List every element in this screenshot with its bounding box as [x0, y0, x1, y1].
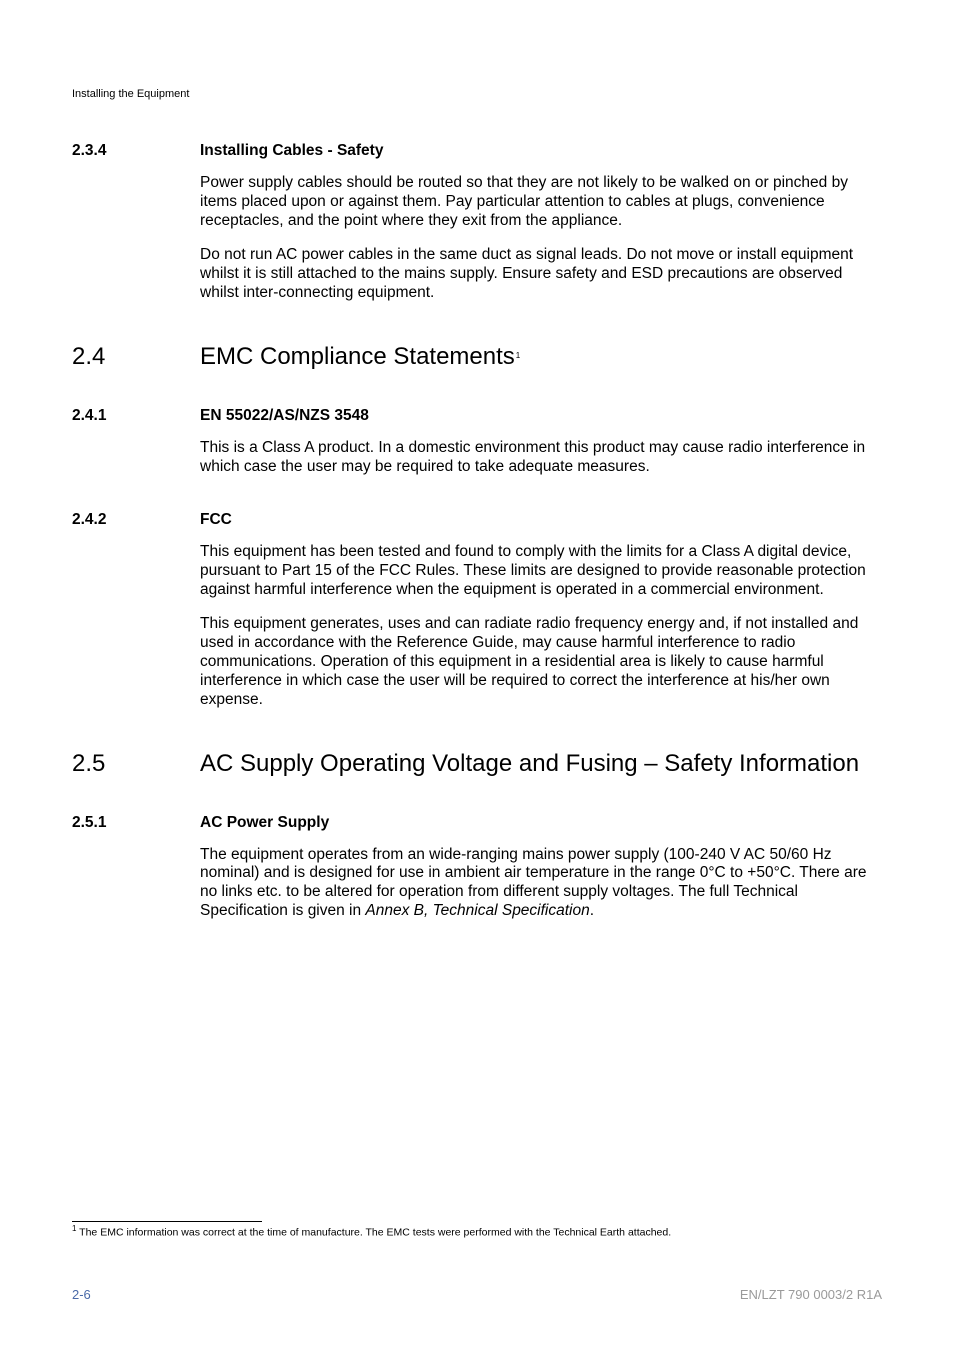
- paragraph: This is a Class A product. In a domestic…: [200, 439, 882, 477]
- heading-number: 2.4.1: [72, 407, 106, 424]
- page-container: Installing the Equipment 2.3.4 Installin…: [0, 0, 954, 1350]
- footnote-body: The EMC information was correct at the t…: [76, 1226, 671, 1238]
- paragraph: This equipment generates, uses and can r…: [200, 615, 882, 710]
- heading-title: EN 55022/AS/NZS 3548: [200, 407, 369, 424]
- heading-2-4-2: 2.4.2 FCC: [72, 511, 882, 529]
- paragraph: Power supply cables should be routed so …: [200, 174, 882, 231]
- heading-number: 2.3.4: [72, 142, 106, 159]
- running-header: Installing the Equipment: [72, 88, 882, 100]
- heading-number: 2.5: [72, 750, 105, 777]
- page-number: 2-6: [72, 1287, 91, 1302]
- heading-2-5-1: 2.5.1 AC Power Supply: [72, 814, 882, 832]
- heading-title: AC Power Supply: [200, 814, 329, 831]
- footnote-rule: [72, 1221, 262, 1222]
- paragraph: Do not run AC power cables in the same d…: [200, 246, 882, 303]
- heading-number: 2.4: [72, 343, 105, 370]
- heading-2-5: 2.5 AC Supply Operating Voltage and Fusi…: [72, 750, 882, 778]
- heading-title: Installing Cables - Safety: [200, 142, 383, 159]
- heading-title: AC Supply Operating Voltage and Fusing –…: [200, 750, 859, 777]
- paragraph-text: .: [590, 902, 594, 919]
- heading-title: EMC Compliance Statements: [200, 343, 515, 370]
- page-footer: 2-6 EN/LZT 790 0003/2 R1A: [72, 1287, 882, 1302]
- heading-title: FCC: [200, 511, 232, 528]
- footnote-text: 1 The EMC information was correct at the…: [72, 1224, 882, 1240]
- paragraph: This equipment has been tested and found…: [200, 543, 882, 600]
- document-id: EN/LZT 790 0003/2 R1A: [740, 1287, 882, 1302]
- footnote-reference: 1: [516, 351, 520, 360]
- heading-2-3-4: 2.3.4 Installing Cables - Safety: [72, 142, 882, 160]
- heading-2-4-1: 2.4.1 EN 55022/AS/NZS 3548: [72, 407, 882, 425]
- heading-number: 2.4.2: [72, 511, 106, 528]
- paragraph-reference: Annex B, Technical Specification: [365, 902, 589, 919]
- footnote-block: 1 The EMC information was correct at the…: [72, 1221, 882, 1240]
- heading-number: 2.5.1: [72, 814, 106, 831]
- heading-2-4: 2.4 EMC Compliance Statements1: [72, 343, 882, 371]
- paragraph: The equipment operates from an wide-rang…: [200, 846, 882, 922]
